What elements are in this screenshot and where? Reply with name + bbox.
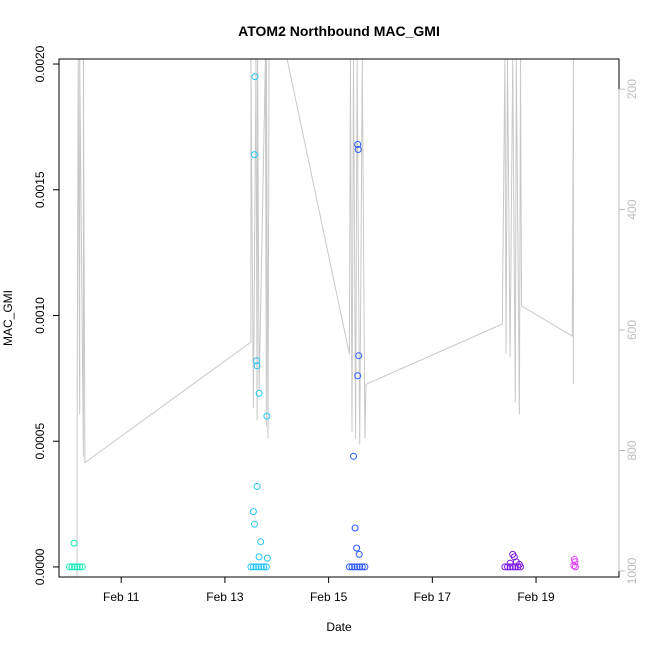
data-point xyxy=(260,563,268,571)
data-point xyxy=(353,563,361,571)
secondary-y-tick-label: 600 xyxy=(625,320,639,340)
points-group xyxy=(65,73,579,571)
data-point xyxy=(71,563,79,571)
data-point xyxy=(356,563,364,571)
secondary-y-tick-label: 400 xyxy=(625,199,639,219)
data-point xyxy=(68,563,76,571)
data-point xyxy=(358,563,366,571)
data-point xyxy=(361,563,369,571)
x-tick-label: Feb 11 xyxy=(103,590,140,604)
data-point xyxy=(78,563,86,571)
data-point xyxy=(571,558,579,566)
data-point xyxy=(515,560,523,568)
data-point xyxy=(251,520,258,528)
data-point xyxy=(354,141,362,148)
secondary-y-tick-label: 200 xyxy=(625,79,639,99)
data-point xyxy=(355,352,363,360)
data-point xyxy=(76,563,84,571)
data-point xyxy=(247,563,255,571)
data-point xyxy=(571,563,579,571)
secondary-y-tick-label: 800 xyxy=(625,440,639,460)
data-point xyxy=(506,563,514,571)
data-point xyxy=(263,554,271,562)
data-point xyxy=(262,563,270,571)
data-point xyxy=(65,563,73,571)
data-point xyxy=(253,483,261,490)
data-point xyxy=(353,544,361,552)
y-axis: 0.0000 0.0005 0.0010 0.0015 0.0020 xyxy=(33,45,59,585)
y-tick-label: 0.0010 xyxy=(33,297,47,334)
x-tick-label: Feb 15 xyxy=(310,590,348,604)
data-point xyxy=(257,538,265,546)
data-point xyxy=(255,563,263,571)
data-point xyxy=(355,550,363,558)
data-point xyxy=(570,562,578,570)
data-point xyxy=(348,563,356,571)
data-point xyxy=(73,563,81,571)
chart-title: ATOM2 Northbound MAC_GMI xyxy=(238,23,440,39)
x-axis: Feb 11 Feb 13 Feb 15 Feb 17 Feb 19 xyxy=(103,576,555,604)
data-point xyxy=(501,563,509,571)
x-tick-label: Feb 17 xyxy=(414,590,452,604)
data-point xyxy=(253,357,261,365)
y-tick-label: 0.0000 xyxy=(33,548,47,585)
y-axis-label: MAC_GMI xyxy=(1,290,15,346)
secondary-y-tick-label: 1000 xyxy=(625,557,639,584)
data-point xyxy=(255,389,263,397)
x-tick-label: Feb 13 xyxy=(206,590,244,604)
x-tick-label: Feb 19 xyxy=(517,590,555,604)
data-point xyxy=(249,563,257,571)
data-point xyxy=(252,563,260,571)
data-point xyxy=(251,73,259,81)
data-point xyxy=(345,563,353,571)
data-point xyxy=(350,452,357,460)
data-point xyxy=(351,524,359,532)
data-point xyxy=(351,563,359,571)
data-point xyxy=(506,559,514,567)
data-point xyxy=(255,553,263,561)
y-tick-label: 0.0015 xyxy=(33,171,47,208)
data-point xyxy=(70,539,78,547)
data-point xyxy=(253,362,261,370)
data-point xyxy=(263,412,271,420)
data-point xyxy=(249,508,257,516)
secondary-y-axis: 200 400 600 800 1000 xyxy=(618,79,639,584)
secondary-line-group xyxy=(76,59,574,577)
data-point xyxy=(354,146,362,153)
y-tick-label: 0.0005 xyxy=(33,423,47,460)
secondary-series-line xyxy=(76,59,574,577)
data-point xyxy=(354,372,362,380)
x-axis-label: Date xyxy=(326,620,352,634)
data-point xyxy=(251,151,258,159)
y-tick-label: 0.0020 xyxy=(33,45,47,82)
data-point xyxy=(257,563,265,571)
